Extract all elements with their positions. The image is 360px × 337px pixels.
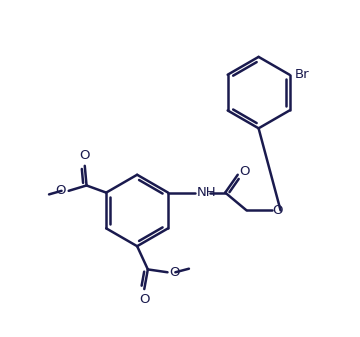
- Text: O: O: [80, 149, 90, 162]
- Text: O: O: [139, 293, 149, 306]
- Text: Br: Br: [295, 68, 310, 81]
- Text: O: O: [273, 204, 283, 217]
- Text: O: O: [169, 266, 180, 279]
- Text: O: O: [239, 165, 250, 178]
- Text: O: O: [55, 184, 66, 197]
- Text: NH: NH: [197, 186, 216, 199]
